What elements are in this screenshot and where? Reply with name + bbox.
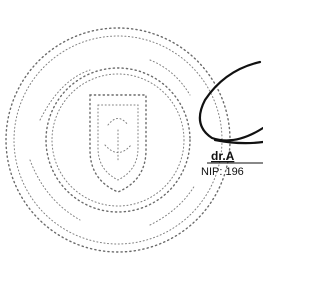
signatory-id: NIP: 196 <box>201 166 244 178</box>
signatory-name: dr.A <box>211 149 235 163</box>
scanned-document: dr.A NIP: 196 <box>0 0 263 283</box>
page: dr.A NIP: 196 (() => { const data = JSON… <box>0 0 263 283</box>
